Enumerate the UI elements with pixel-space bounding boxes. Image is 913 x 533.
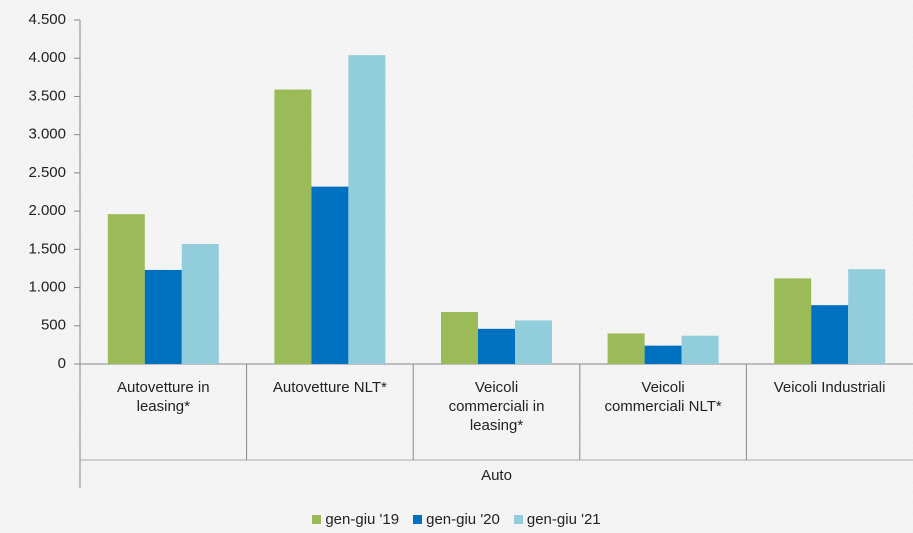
bar [644, 345, 682, 364]
bar [348, 55, 386, 365]
y-tick-label: 2.500 [28, 164, 66, 181]
y-tick-label: 500 [41, 317, 66, 334]
y-tick-label: 2.000 [28, 202, 66, 219]
bar [681, 335, 719, 364]
x-tick-label: Autovetture NLT* [272, 379, 387, 396]
bar [478, 328, 515, 364]
bar [774, 278, 812, 364]
x-tick-label: Autovetture in leasing* [117, 379, 210, 415]
y-tick-label: 1.000 [28, 279, 66, 296]
bar [181, 243, 219, 364]
y-tick-label: 4.000 [28, 49, 66, 66]
y-tick-label: 3.500 [28, 87, 66, 104]
legend-item: gen-giu '20 [413, 511, 500, 528]
bar [107, 214, 145, 364]
bar [848, 269, 886, 364]
x-tick-label: Veicoli Industriali [773, 379, 886, 396]
bar [515, 320, 552, 364]
y-tick-label: 0 [58, 355, 66, 372]
category-group-label: Auto [481, 467, 512, 484]
legend-label: gen-giu '19 [325, 511, 400, 528]
legend-swatch [312, 515, 322, 524]
bar [274, 89, 312, 364]
x-tick-label: Veicoli commerciali in leasing* [448, 379, 545, 434]
legend-label: gen-giu '21 [526, 511, 601, 528]
x-tick-label: Veicoli commerciali NLT* [604, 379, 722, 415]
legend-item: gen-giu '21 [513, 511, 601, 528]
bar [144, 269, 182, 364]
y-tick-label: 3.000 [28, 126, 66, 143]
bar [311, 186, 349, 364]
y-tick-label: 4.500 [28, 11, 66, 28]
bar [441, 312, 478, 364]
legend-item: gen-giu '19 [312, 511, 399, 528]
y-tick-label: 1.500 [28, 240, 66, 257]
legend-swatch [513, 515, 523, 524]
bar [811, 305, 849, 364]
legend-swatch [413, 515, 423, 524]
legend-label: gen-giu '20 [426, 511, 500, 528]
legend: gen-giu '19 gen-giu '20 gen-giu '21 [0, 511, 913, 528]
bar [607, 333, 645, 364]
